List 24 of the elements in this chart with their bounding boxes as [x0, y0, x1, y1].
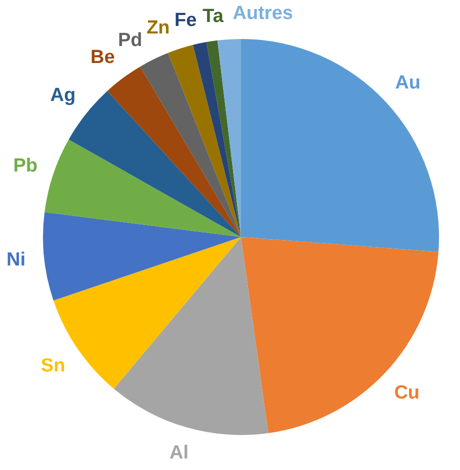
slice-label: Zn — [146, 18, 170, 39]
slice-label: Cu — [394, 382, 420, 404]
pie-slice — [114, 237, 268, 435]
slice-label: Au — [395, 72, 420, 94]
slice-label: Ta — [202, 6, 224, 27]
slice-label: Pd — [118, 30, 142, 51]
slice-label: Ag — [50, 85, 76, 106]
pie-slice — [140, 52, 241, 237]
pie-slice — [217, 39, 241, 237]
slice-label: Pb — [13, 155, 38, 176]
pie-slice — [241, 39, 439, 252]
slice-label: Ni — [6, 250, 26, 271]
slice-label: Autres — [232, 3, 293, 24]
pie-slice — [168, 44, 241, 237]
pie-slice — [43, 212, 241, 301]
pie-slice — [192, 42, 241, 237]
slice-label: Fe — [174, 10, 197, 31]
pie-slice — [44, 139, 241, 237]
pie-slice — [241, 237, 438, 434]
slice-label: Sn — [40, 356, 66, 377]
pie-slice — [107, 66, 241, 237]
slice-label: Al — [170, 442, 189, 464]
slice-label: Be — [90, 47, 115, 68]
pie-slice — [206, 40, 241, 237]
